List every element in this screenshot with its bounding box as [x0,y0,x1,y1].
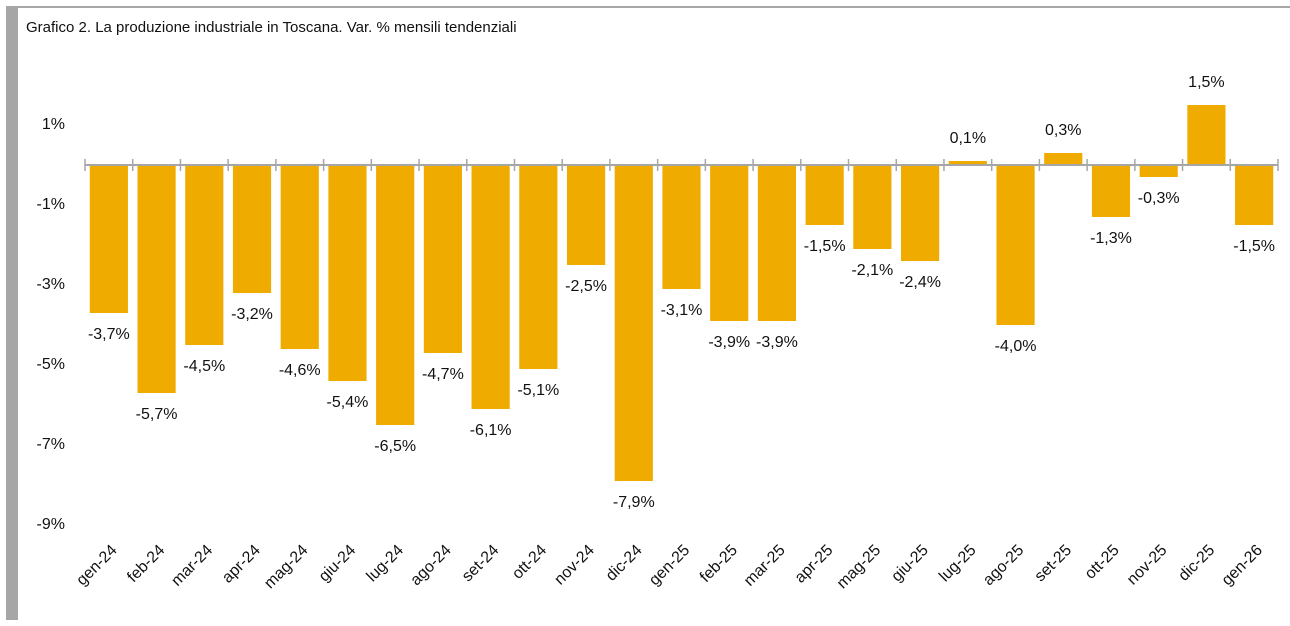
bar [566,165,606,265]
bar [89,165,128,313]
bar [328,165,367,381]
x-tick-label: giu-25 [888,542,932,586]
value-label: -4,0% [995,338,1037,355]
value-label: -6,1% [470,422,512,439]
bar [1044,153,1083,165]
bar [757,165,797,321]
value-label: -1,5% [1233,238,1275,255]
bar [232,165,272,293]
x-tick-label: set-25 [1032,542,1076,586]
bar [948,161,987,165]
value-label: 1,5% [1188,74,1224,91]
y-tick-label: -9% [37,516,65,533]
x-tick-label: ago-25 [980,542,1027,589]
x-tick-label: dic-24 [603,542,646,585]
y-tick-label: -1% [37,196,65,213]
bar [1139,165,1178,177]
x-tick-label: apr-25 [792,542,837,587]
side-bar [6,6,18,620]
value-label: -5,7% [136,406,178,423]
bar [710,165,749,321]
y-tick-label: -3% [37,276,65,293]
x-tick-label: dic-25 [1175,542,1218,585]
value-label: -1,3% [1090,230,1132,247]
x-tick-label: mar-24 [168,542,216,590]
value-label: -0,3% [1138,190,1180,207]
value-label: -7,9% [613,494,655,511]
x-tick-label: ott-24 [509,542,550,583]
x-tick-label: set-24 [459,542,503,586]
y-tick-label: 1% [42,116,65,133]
y-tick-label: -7% [37,436,65,453]
x-tick-label: feb-24 [124,542,168,586]
bar [471,165,510,409]
value-label: -2,5% [565,278,607,295]
bar [1235,165,1274,225]
value-label: -2,1% [851,262,893,279]
x-tick-label: apr-24 [219,542,264,587]
bar [614,165,653,481]
x-tick-label: lug-25 [936,542,980,586]
bar [376,165,415,425]
bar [853,165,892,249]
bar [901,165,940,261]
x-tick-label: nov-25 [1124,542,1171,589]
bar [519,165,558,369]
bar [996,165,1035,325]
x-tick-label: ott-25 [1082,542,1123,583]
value-label: -3,2% [231,306,273,323]
x-tick-label: giu-24 [316,542,360,586]
chart-title: Grafico 2. La produzione industriale in … [26,19,517,36]
value-label: -2,4% [899,274,941,291]
x-tick-label: gen-25 [646,542,693,589]
x-tick-label: mar-25 [741,542,789,590]
value-label: -4,6% [279,362,321,379]
x-tick-label: ago-24 [407,542,454,589]
y-tick-label: -5% [37,356,65,373]
value-label: -3,9% [756,334,798,351]
bar [805,165,844,225]
x-tick-label: gen-24 [73,542,120,589]
value-label: 0,1% [950,130,986,147]
bar [280,165,319,349]
x-tick-label: feb-25 [697,542,741,586]
x-tick-label: mag-25 [834,542,884,592]
bar [1187,105,1226,165]
x-tick-label: gen-26 [1219,542,1266,589]
x-tick-label: lug-24 [364,542,408,586]
bar [662,165,701,289]
value-label: -3,1% [661,302,703,319]
value-label: 0,3% [1045,122,1081,139]
bar [423,165,462,353]
value-label: -3,7% [88,326,130,343]
bar [1091,165,1131,217]
value-label: -5,1% [517,382,559,399]
x-tick-label: mag-24 [261,542,311,592]
value-label: -5,4% [327,394,369,411]
value-label: -3,9% [708,334,750,351]
bar [137,165,176,393]
value-label: -1,5% [804,238,846,255]
value-label: -4,7% [422,366,464,383]
x-tick-label: nov-24 [551,542,598,589]
bar [185,165,224,345]
value-label: -6,5% [374,438,416,455]
value-label: -4,5% [183,358,225,375]
